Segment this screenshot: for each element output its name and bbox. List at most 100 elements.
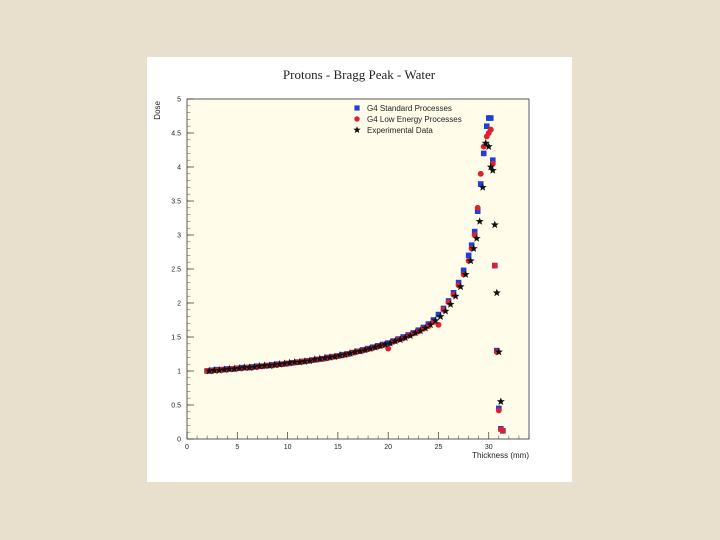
chart-figure: Protons - Bragg Peak - Water Thickness (…: [147, 57, 572, 482]
y-tick-label: 1: [177, 369, 181, 376]
experimental-point: [490, 220, 499, 229]
experimental-point: [421, 323, 430, 332]
experimental-point: [210, 366, 219, 374]
experimental-point: [235, 364, 244, 372]
experimental-point: [411, 328, 420, 337]
legend-marker: [354, 116, 360, 122]
standard-point: [465, 252, 472, 259]
chart-title: Protons - Bragg Peak - Water: [283, 67, 436, 82]
experimental-point: [225, 364, 234, 373]
experimental-point: [205, 366, 214, 375]
experimental-point: [486, 162, 495, 171]
series-2: [205, 139, 505, 405]
y-tick-label: 1.5: [171, 335, 181, 342]
experimental-point: [381, 340, 390, 348]
experimental-point: [371, 343, 380, 351]
x-tick-label: 20: [384, 444, 392, 451]
experimental-point: [484, 142, 493, 150]
experimental-point: [260, 361, 269, 369]
plot-area: [186, 98, 530, 440]
experimental-point: [461, 270, 470, 278]
experimental-point: [475, 217, 484, 225]
experimental-point: [492, 288, 501, 297]
experimental-point: [426, 320, 435, 329]
experimental-point: [376, 341, 385, 350]
standard-point: [489, 157, 496, 163]
x-tick-label: 25: [435, 444, 443, 451]
standard-point: [471, 228, 478, 235]
experimental-point: [335, 351, 344, 359]
axes: 0 5 10 15 20 25 30 0 0.5 1 1.5 2 2.5 3 3.5 4 4.5 5: [171, 97, 530, 451]
experimental-point: [361, 345, 370, 354]
experimental-point: [240, 363, 249, 371]
standard-point: [483, 123, 490, 129]
standard-point: [460, 267, 467, 274]
legend-marker: [353, 126, 361, 134]
experimental-point: [300, 357, 309, 365]
experimental-point: [401, 333, 410, 342]
experimental-point: [469, 244, 478, 252]
experimental-point: [366, 344, 375, 352]
y-axis-label: Dose: [153, 100, 162, 119]
x-axis-label: Thickness (mm): [472, 451, 529, 460]
standard-point: [474, 208, 481, 214]
experimental-point: [481, 139, 490, 147]
experimental-point: [345, 349, 354, 357]
experimental-point: [230, 364, 239, 373]
experimental-point: [416, 326, 425, 335]
experimental-point: [386, 338, 395, 347]
experimental-point: [466, 256, 475, 265]
experimental-point: [406, 331, 415, 340]
chart-svg: Protons - Bragg Peak - Water Thickness (…: [153, 67, 530, 460]
low-energy-point: [495, 407, 502, 414]
experimental-point: [320, 353, 329, 362]
experimental-point: [310, 355, 319, 363]
legend-label: G4 Low Energy Processes: [367, 115, 462, 124]
y-tick-label: 4.5: [171, 131, 181, 138]
experimental-point: [356, 347, 365, 355]
low-energy-point: [491, 262, 498, 269]
experimental-point: [340, 350, 349, 359]
data-marks: [204, 115, 506, 434]
y-tick-label: 2: [177, 301, 181, 308]
x-tick-label: 10: [284, 444, 292, 451]
experimental-point: [290, 357, 299, 366]
experimental-point: [472, 234, 481, 242]
experimental-point: [250, 362, 259, 371]
x-tick-label: 15: [334, 444, 342, 451]
x-tick-label: 0: [185, 444, 189, 451]
experimental-point: [478, 183, 487, 191]
legend-marker: [354, 105, 360, 111]
experimental-point: [220, 365, 229, 374]
experimental-point: [496, 397, 505, 405]
experimental-point: [275, 360, 284, 368]
standard-point: [487, 115, 494, 121]
standard-point: [477, 181, 484, 187]
experimental-point: [330, 352, 339, 361]
x-tick-label: 30: [485, 444, 493, 451]
y-tick-label: 3: [177, 233, 181, 240]
experimental-point: [270, 360, 279, 369]
x-tick-label: 5: [235, 444, 239, 451]
experimental-point: [488, 166, 497, 174]
legend: G4 Standard Processes G4 Low Energy Proce…: [353, 104, 462, 135]
y-tick-label: 0: [177, 437, 181, 444]
experimental-point: [456, 282, 465, 291]
standard-point: [435, 311, 442, 318]
experimental-point: [245, 363, 254, 371]
standard-point: [480, 150, 487, 157]
y-tick-label: 3.5: [171, 199, 181, 206]
standard-point: [468, 242, 475, 248]
experimental-point: [265, 361, 274, 369]
experimental-point: [494, 347, 503, 356]
y-tick-label: 4: [177, 165, 181, 172]
y-tick-label: 2.5: [171, 267, 181, 274]
experimental-point: [391, 336, 400, 345]
experimental-point: [295, 357, 304, 366]
experimental-point: [436, 312, 445, 320]
experimental-point: [350, 347, 359, 356]
y-tick-label: 5: [177, 97, 181, 104]
experimental-point: [446, 300, 455, 308]
legend-label: G4 Standard Processes: [367, 104, 452, 113]
experimental-point: [215, 366, 224, 374]
